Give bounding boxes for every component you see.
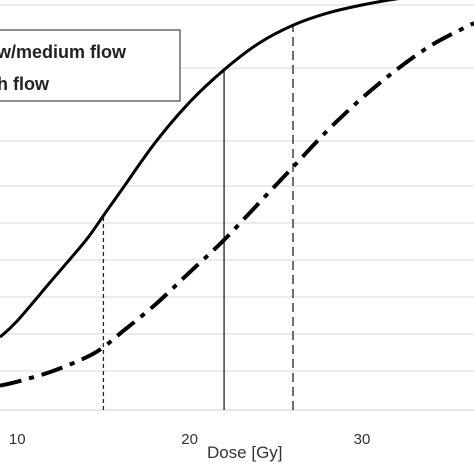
series-line-0 xyxy=(0,0,400,339)
legend-box xyxy=(0,29,181,102)
legend: w/medium flow h flow xyxy=(0,29,181,102)
legend-item-medium-flow: w/medium flow xyxy=(0,42,127,62)
x-tick-label-30: 30 xyxy=(354,431,371,448)
legend-item-high-flow: h flow xyxy=(0,74,50,94)
x-axis-title: Dose [Gy] xyxy=(207,443,283,462)
x-tick-labels: 10 20 30 xyxy=(9,431,370,448)
series-line-1 xyxy=(0,21,474,388)
x-tick-label-20: 20 xyxy=(181,431,198,448)
x-tick-label-10: 10 xyxy=(9,431,26,448)
series-lines xyxy=(0,0,474,388)
